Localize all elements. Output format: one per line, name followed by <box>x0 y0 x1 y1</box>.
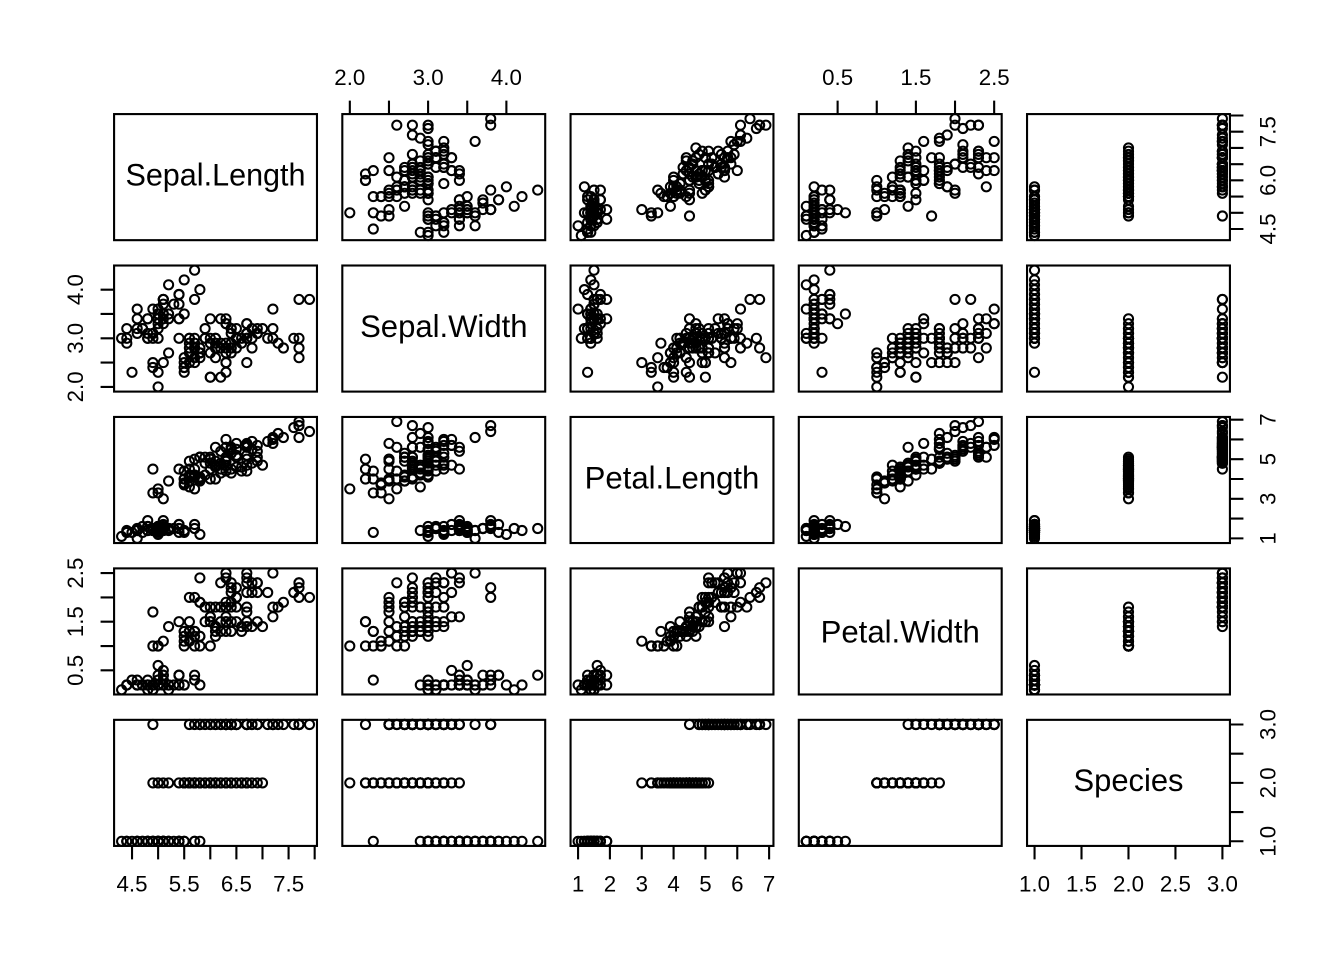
svg-text:2.0: 2.0 <box>1113 872 1144 897</box>
svg-text:4: 4 <box>667 872 679 897</box>
svg-text:7.5: 7.5 <box>273 872 304 897</box>
svg-text:5.5: 5.5 <box>169 872 200 897</box>
svg-text:Sepal.Length: Sepal.Length <box>125 156 305 192</box>
svg-text:2.0: 2.0 <box>63 371 88 402</box>
svg-text:5: 5 <box>1256 453 1281 465</box>
svg-text:2.5: 2.5 <box>1160 872 1191 897</box>
svg-text:4.0: 4.0 <box>63 274 88 305</box>
svg-text:1: 1 <box>1256 532 1281 544</box>
svg-text:0.5: 0.5 <box>822 65 853 90</box>
svg-text:Species: Species <box>1074 762 1184 798</box>
svg-text:3: 3 <box>1256 493 1281 505</box>
svg-text:0.5: 0.5 <box>63 655 88 686</box>
svg-text:4.5: 4.5 <box>117 872 148 897</box>
svg-text:3.0: 3.0 <box>1256 709 1281 740</box>
svg-text:2.0: 2.0 <box>1256 767 1281 798</box>
svg-text:4.5: 4.5 <box>1256 214 1281 245</box>
svg-text:1.5: 1.5 <box>900 65 931 90</box>
svg-text:Sepal.Width: Sepal.Width <box>360 308 527 344</box>
svg-text:6: 6 <box>731 872 743 897</box>
svg-text:6.5: 6.5 <box>221 872 252 897</box>
svg-text:2.5: 2.5 <box>979 65 1010 90</box>
svg-text:Petal.Length: Petal.Length <box>585 459 760 495</box>
svg-text:2.5: 2.5 <box>63 558 88 589</box>
svg-text:3.0: 3.0 <box>413 65 444 90</box>
svg-text:2.0: 2.0 <box>334 65 365 90</box>
svg-text:4.0: 4.0 <box>491 65 522 90</box>
svg-text:1.5: 1.5 <box>1066 872 1097 897</box>
svg-text:1.0: 1.0 <box>1256 826 1281 857</box>
svg-text:5: 5 <box>699 872 711 897</box>
svg-text:1.0: 1.0 <box>1019 872 1050 897</box>
svg-text:3.0: 3.0 <box>63 323 88 354</box>
svg-text:1.5: 1.5 <box>63 606 88 637</box>
svg-text:7: 7 <box>763 872 775 897</box>
svg-text:3: 3 <box>636 872 648 897</box>
svg-text:7.5: 7.5 <box>1256 116 1281 147</box>
svg-text:2: 2 <box>604 872 616 897</box>
svg-text:6.0: 6.0 <box>1256 165 1281 196</box>
svg-text:1: 1 <box>572 872 584 897</box>
svg-text:7: 7 <box>1256 413 1281 425</box>
svg-text:Petal.Width: Petal.Width <box>821 614 980 650</box>
svg-text:3.0: 3.0 <box>1207 872 1238 897</box>
